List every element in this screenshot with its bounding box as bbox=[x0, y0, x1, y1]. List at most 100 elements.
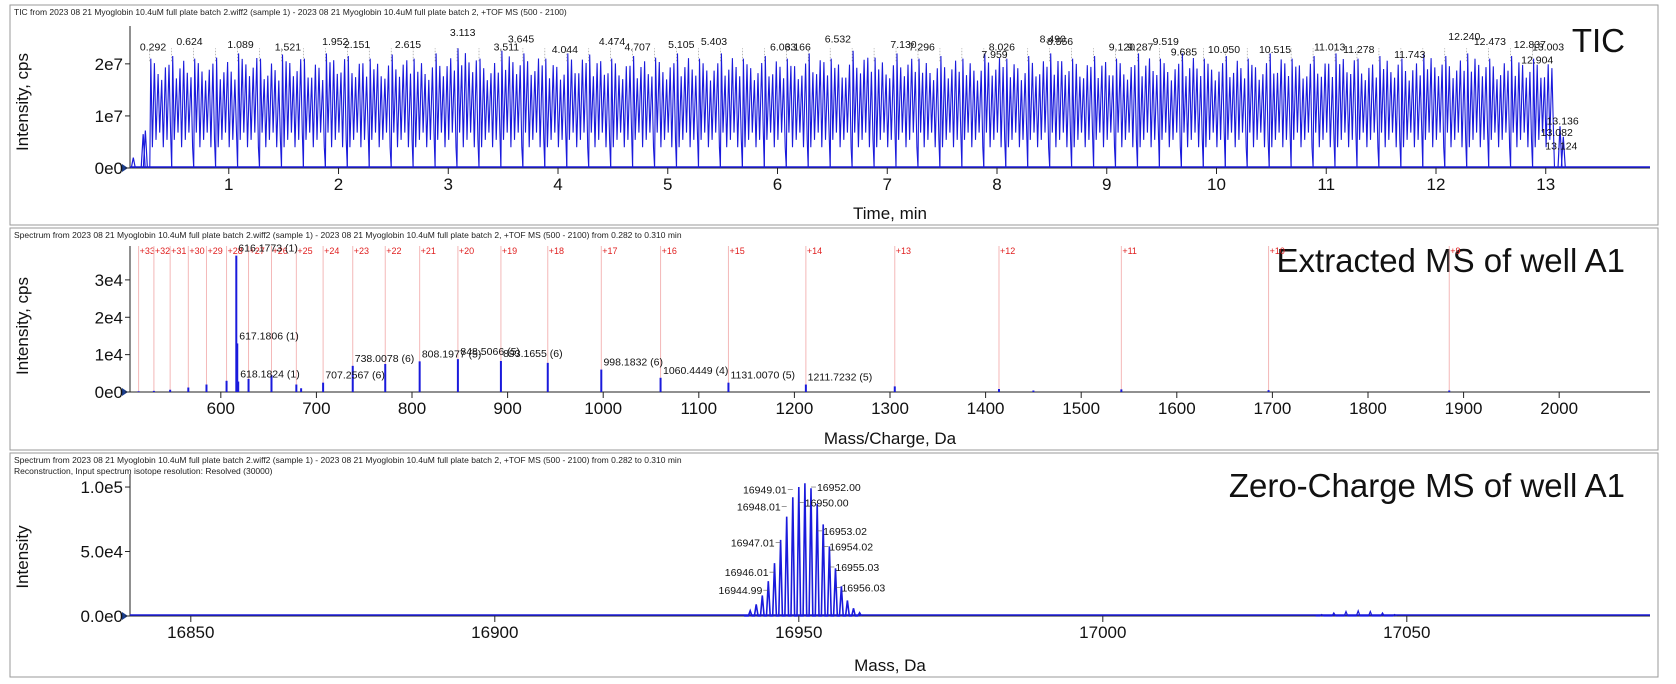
charge-state-label: +24 bbox=[324, 246, 339, 256]
tic-x-tick-label: 4 bbox=[553, 175, 562, 194]
tic-peak-cluster bbox=[302, 58, 326, 169]
zc-y-tick-label: 0.0e0 bbox=[80, 607, 123, 626]
charge-state-label: +9 bbox=[1450, 246, 1460, 256]
tic-peak-cluster bbox=[566, 53, 590, 169]
tic-peak-label: 0.624 bbox=[176, 36, 202, 48]
tic-peak-label: 11.743 bbox=[1394, 49, 1425, 61]
ms-x-tick-label: 1300 bbox=[871, 399, 909, 418]
zc-marks: 16850 16900 16950 17000 17050 0.0e0 5.0e4 1.0e5… bbox=[80, 474, 1650, 642]
charge-state-label: +10 bbox=[1270, 246, 1285, 256]
zc-header2: Reconstruction, Input spectrum isotope r… bbox=[14, 466, 273, 476]
tic-peak-cluster bbox=[741, 58, 765, 169]
ms-y-tick-label: 3e4 bbox=[95, 271, 123, 290]
zc-peak-label: 16946.01 bbox=[725, 567, 769, 579]
tic-peak-cluster bbox=[873, 57, 897, 169]
ms-x-tick-label: 1700 bbox=[1253, 399, 1291, 418]
tic-peak-cluster bbox=[1356, 58, 1380, 169]
tic-peak-cluster bbox=[1334, 53, 1358, 169]
tic-peak-label: 1.521 bbox=[275, 41, 301, 53]
charge-state-label: +22 bbox=[386, 246, 401, 256]
ms-y-axis-label: Intensity, cps bbox=[13, 277, 32, 375]
zc-x-axis-label: Mass, Da bbox=[854, 656, 926, 675]
ms-tag: Extracted MS of well A1 bbox=[1277, 242, 1625, 279]
ms-x-tick-label: 1000 bbox=[584, 399, 622, 418]
zero-charge-panel: Spectrum from 2023 08 21 Myoglobin 10.4u… bbox=[9, 452, 1659, 678]
tic-peak-cluster bbox=[1312, 55, 1336, 169]
tic-x-tick-label: 9 bbox=[1102, 175, 1111, 194]
ms-peak-label: 1131.0070 (5) bbox=[730, 370, 795, 382]
ms-y-tick-label: 0e0 bbox=[95, 383, 123, 402]
ms-peak-label: 616.1773 (1) bbox=[238, 243, 298, 255]
zc-peak-label: 16947.01 bbox=[731, 537, 775, 549]
ms-x-tick-label: 1500 bbox=[1062, 399, 1100, 418]
tic-peak-cluster bbox=[1180, 53, 1204, 169]
tic-peak-cluster bbox=[983, 53, 1007, 169]
tic-peak-cluster bbox=[1246, 58, 1270, 169]
tic-peak-cluster bbox=[171, 55, 195, 169]
zc-x-tick-label: 16950 bbox=[775, 623, 822, 642]
tic-peak-cluster bbox=[1093, 55, 1117, 169]
tic-peak-cluster bbox=[1400, 58, 1424, 169]
tic-peak-label: 7.959 bbox=[981, 49, 1007, 61]
charge-state-label: +26 bbox=[272, 246, 287, 256]
tic-peak-label: 12.904 bbox=[1521, 54, 1553, 66]
tic-edge-peak bbox=[142, 130, 148, 169]
ms-x-tick-label: 800 bbox=[398, 399, 426, 418]
tic-peak-cluster bbox=[500, 50, 524, 169]
tic-header: TIC from 2023 08 21 Myoglobin 10.4uM ful… bbox=[14, 7, 567, 17]
tic-tag: TIC bbox=[1572, 22, 1625, 59]
tic-x-tick-label: 10 bbox=[1207, 175, 1226, 194]
tic-peak-cluster bbox=[324, 53, 348, 169]
tic-peak-label: 1.952 bbox=[322, 36, 348, 48]
ms-x-tick-label: 1200 bbox=[775, 399, 813, 418]
tic-peak-cluster bbox=[478, 58, 502, 169]
tic-edge-peak bbox=[1557, 126, 1563, 169]
charge-state-label: +27 bbox=[250, 246, 265, 256]
tic-peak-cluster bbox=[1158, 58, 1182, 169]
tic-peak-label: 11.278 bbox=[1343, 44, 1374, 56]
ms-peak-label: 998.1832 (6) bbox=[603, 357, 663, 369]
tic-peak-cluster bbox=[1224, 55, 1248, 169]
ms-x-tick-label: 2000 bbox=[1540, 399, 1578, 418]
tic-peak-cluster bbox=[588, 54, 612, 169]
tic-x-axis-label: Time, min bbox=[853, 204, 927, 223]
tic-peak-cluster bbox=[697, 58, 721, 169]
ms-peak-label: 1211.7232 (5) bbox=[808, 372, 873, 384]
tic-peak-label: 3.645 bbox=[508, 34, 534, 46]
tic-peak-cluster bbox=[829, 58, 853, 169]
tic-peak-label: 8.490 bbox=[1040, 34, 1066, 46]
tic-peak-cluster bbox=[1290, 58, 1314, 169]
charge-state-label: +23 bbox=[354, 246, 369, 256]
tic-peak-cluster bbox=[1422, 53, 1446, 169]
tic-peak-label: 6.033 bbox=[770, 41, 796, 53]
ms-peak-label: 618.1824 (1) bbox=[240, 369, 300, 381]
tic-peak-label: 9.287 bbox=[1127, 41, 1153, 53]
tic-peak-cluster bbox=[412, 58, 436, 169]
tic-peak-label: 10.515 bbox=[1259, 44, 1291, 56]
zc-peak-label: 16955.03 bbox=[835, 562, 879, 574]
tic-peak-label: 3.511 bbox=[494, 41, 520, 53]
tic-x-tick-label: 5 bbox=[663, 175, 672, 194]
tic-peak-label: 4.707 bbox=[624, 41, 650, 53]
ms-x-tick-label: 1800 bbox=[1349, 399, 1387, 418]
tic-peak-cluster bbox=[544, 58, 568, 169]
tic-peak-cluster bbox=[719, 53, 743, 169]
zc-x-tick-label: 16900 bbox=[471, 623, 518, 642]
extracted-ms-panel: Spectrum from 2023 08 21 Myoglobin 10.4u… bbox=[9, 227, 1659, 451]
zc-peak-label: 16952.00 bbox=[817, 482, 861, 494]
tic-peak-cluster bbox=[1114, 58, 1139, 169]
tic-peak-cluster bbox=[215, 57, 239, 169]
tic-x-tick-label: 2 bbox=[334, 175, 343, 194]
zc-peak-label: 16954.02 bbox=[829, 541, 873, 553]
tic-peak-cluster bbox=[280, 54, 304, 169]
zc-tag: Zero-Charge MS of well A1 bbox=[1229, 467, 1625, 504]
tic-x-tick-label: 11 bbox=[1317, 175, 1335, 194]
tic-peak-cluster bbox=[1378, 55, 1402, 169]
ms-x-tick-label: 700 bbox=[302, 399, 330, 418]
ms-x-tick-label: 1100 bbox=[681, 399, 718, 418]
tic-peak-label: 11.013 bbox=[1314, 41, 1345, 53]
tic-peak-label: 10.050 bbox=[1208, 44, 1240, 56]
tic-peak-cluster bbox=[368, 58, 392, 169]
ms-x-tick-label: 1600 bbox=[1158, 399, 1196, 418]
